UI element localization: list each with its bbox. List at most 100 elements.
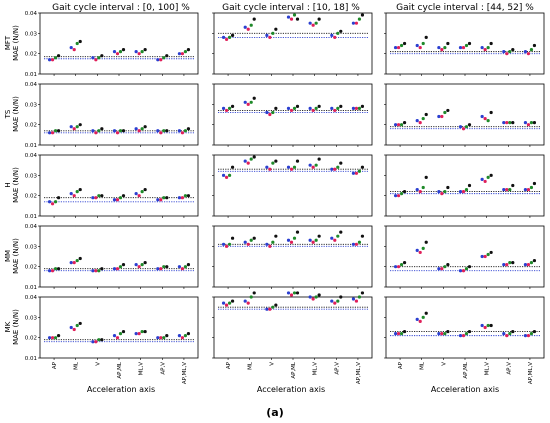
point-stance-proportion [461,45,466,50]
point-cycle-duration [308,295,312,299]
point-cycle-duration [308,163,312,167]
point-standard-training [100,338,104,342]
xlabel-col-0: Acceleration axis [87,385,155,394]
point-cycle-duration [415,317,419,321]
x-tick-label: ML [420,361,426,370]
point-standard-training [446,185,450,190]
panel-frame [385,225,545,288]
point-stance-proportion [461,190,466,194]
point-standard-training [360,13,365,17]
point-cycle-duration [286,238,291,242]
panel-frame [385,296,545,359]
point-stance-duration [508,261,512,265]
point-stance-duration [183,194,188,198]
point-standard-training [100,267,104,271]
point-stance-duration [336,299,340,303]
point-stance-duration [336,31,340,35]
panel-MM-2 [384,225,545,289]
point-stance-proportion [246,242,250,246]
point-standard-training [339,104,343,108]
point-stance-duration [227,106,232,110]
point-standard-training [274,234,278,238]
point-cycle-duration [177,196,182,200]
point-stance-proportion [418,45,422,50]
point-stance-duration [421,185,425,190]
point-standard-training [489,173,493,177]
point-stance-duration [140,50,144,54]
point-standard-training [165,265,169,269]
panel-frame [39,154,199,217]
point-cycle-duration [330,236,334,240]
point-stance-duration [421,116,425,121]
point-stance-proportion [94,196,98,200]
point-cycle-duration [393,332,398,336]
x-tick-label: ML,V [313,362,319,376]
point-stance-duration [183,334,188,338]
point-standard-training [402,190,407,194]
point-stance-proportion [418,121,422,125]
point-stance-proportion [115,52,120,56]
point-cycle-duration [156,267,160,271]
x-tick-label: V [441,362,447,366]
y-tick-label: 0.02 [25,336,37,342]
point-cycle-duration [69,45,73,50]
point-cycle-duration [330,299,334,303]
point-stance-duration [53,56,58,60]
point-stance-proportion [224,175,229,179]
point-standard-training [121,194,126,198]
y-tick-label: 0.03 [25,244,38,250]
y-tick-label: 0.01 [25,72,37,78]
point-cycle-duration [177,334,182,338]
point-cycle-duration [221,301,226,305]
point-stance-proportion [311,23,315,27]
point-cycle-duration [480,114,484,119]
x-tick-label: AP,V [334,362,340,375]
point-stance-duration [53,336,58,340]
point-stance-proportion [50,202,55,206]
point-standard-training [252,96,256,100]
point-stance-proportion [137,194,141,198]
point-stance-proportion [354,242,359,246]
point-stance-proportion [72,327,76,332]
point-stance-proportion [289,240,294,244]
point-stance-duration [464,125,469,129]
point-cycle-duration [91,269,95,273]
point-stance-duration [249,157,253,161]
point-stance-duration [271,305,275,309]
panel-frame [213,12,373,75]
point-stance-proportion [461,127,466,131]
point-cycle-duration [351,242,356,246]
panel-MFT-0: 0.01 0.02 0.03 0.04 [25,11,199,78]
point-cycle-duration [523,121,528,125]
point-stance-duration [336,106,340,110]
point-standard-training [56,334,61,338]
point-stance-proportion [440,48,444,52]
point-stance-proportion [526,123,531,127]
point-standard-training [274,159,278,163]
ylabel-row-1: MAE (N/N) [12,96,20,132]
point-standard-training [230,165,235,169]
panel-frame [213,296,373,359]
point-stance-duration [336,234,340,238]
point-stance-duration [443,190,447,194]
point-stance-proportion [180,52,185,56]
point-cycle-duration [458,125,463,129]
point-stance-proportion [72,48,76,52]
point-stance-proportion [418,250,422,255]
panel-TS-0: 0.01 0.02 0.03 0.04 [25,82,199,149]
point-stance-proportion [483,116,487,121]
point-standard-training [56,129,61,133]
point-standard-training [143,125,147,129]
point-cycle-duration [134,50,138,54]
point-stance-proportion [354,299,359,303]
point-standard-training [295,291,300,295]
point-cycle-duration [458,190,463,194]
point-stance-proportion [505,121,509,125]
point-stance-proportion [483,48,487,52]
point-cycle-duration [480,45,484,50]
point-stance-duration [271,31,275,35]
x-tick-label: AP,ML,V [182,362,188,384]
point-standard-training [424,240,428,244]
point-stance-duration [292,165,297,169]
